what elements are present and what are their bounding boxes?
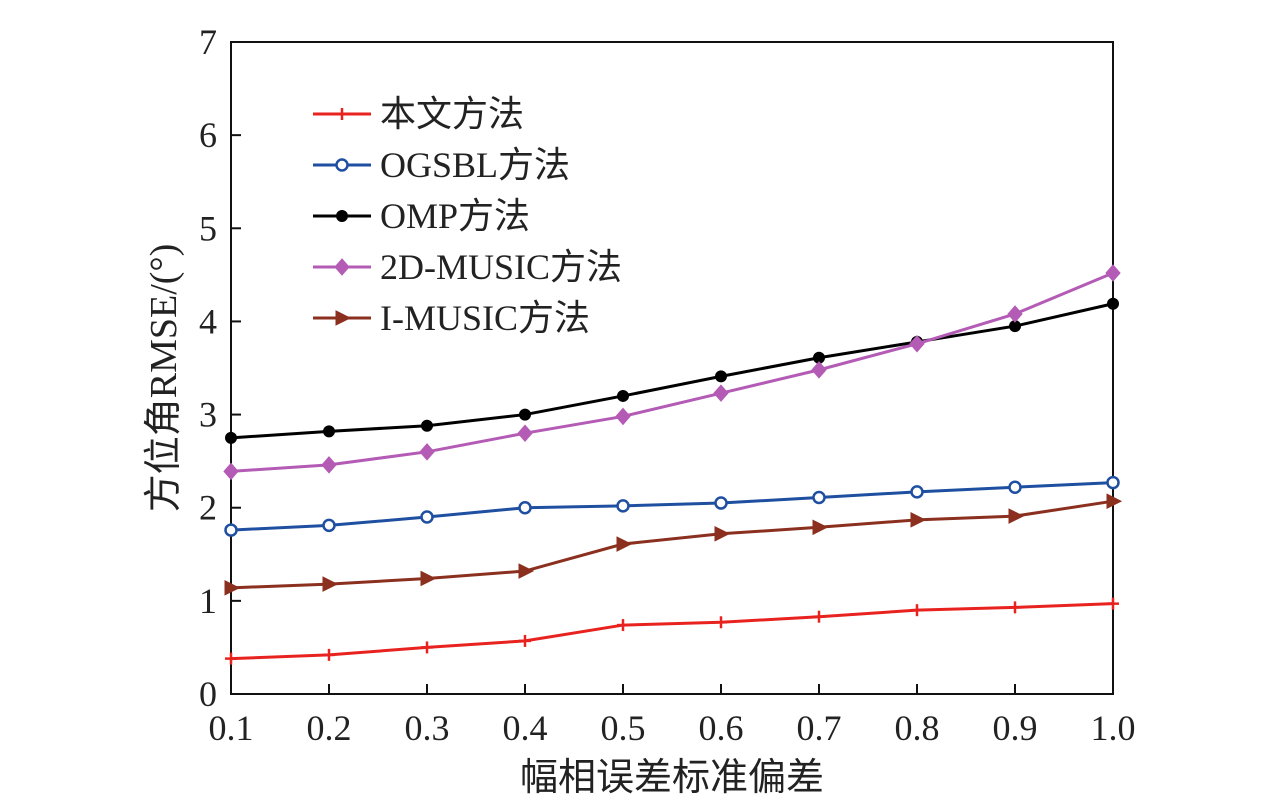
x-tick-label: 0.2 — [307, 708, 352, 748]
legend: 本文方法 OGSBL方法 OMP方法 2D-MUSIC方法 I-MUSIC方法 — [313, 94, 622, 338]
y-tick-label: 1 — [199, 581, 217, 621]
legend-marker — [334, 258, 350, 276]
data-point — [323, 425, 335, 438]
y-tick-label: 5 — [199, 208, 217, 248]
data-point — [616, 536, 633, 552]
data-point — [225, 652, 237, 665]
data-point — [812, 519, 829, 536]
data-point — [1106, 475, 1120, 490]
data-point — [1008, 480, 1022, 494]
data-point — [615, 407, 631, 426]
data-point — [518, 563, 535, 579]
legend-item: OGSBL方法 — [313, 145, 570, 185]
legend-label: 2D-MUSIC方法 — [380, 247, 622, 287]
data-point — [519, 408, 531, 421]
y-tick-label: 4 — [199, 301, 217, 341]
legend-item: 2D-MUSIC方法 — [313, 247, 622, 287]
data-point — [909, 335, 925, 353]
data-point — [1107, 297, 1119, 310]
y-tick-label: 0 — [199, 674, 217, 714]
legend-label: 本文方法 — [380, 94, 524, 134]
x-tick-label: 0.7 — [797, 708, 842, 748]
y-tick-label: 6 — [199, 115, 217, 155]
y-tick-label: 2 — [199, 488, 217, 528]
data-point — [519, 634, 531, 647]
data-point — [323, 648, 335, 661]
data-point — [517, 424, 533, 442]
data-point — [420, 570, 437, 587]
data-point — [616, 499, 630, 513]
data-point — [421, 641, 433, 654]
data-point — [811, 361, 827, 379]
data-point — [813, 610, 825, 623]
data-point — [714, 525, 731, 542]
data-point — [715, 370, 727, 383]
legend-item: I-MUSIC方法 — [313, 298, 590, 338]
data-point — [321, 456, 337, 474]
data-point — [224, 580, 241, 596]
legend-item: OMP方法 — [313, 196, 530, 236]
plot-area: 0 1 2 3 4 5 6 7 0.1 0.2 0.3 0.4 0.5 0.6 0.7 0.8 0.9 1.0 幅相… — [143, 22, 1136, 799]
data-point — [420, 510, 434, 524]
legend-label: OMP方法 — [380, 196, 530, 236]
legend-label: I-MUSIC方法 — [380, 298, 590, 338]
data-point — [911, 604, 923, 617]
data-point — [714, 496, 728, 510]
y-tick-label: 3 — [199, 395, 217, 435]
legend-marker — [335, 310, 352, 326]
data-point — [224, 523, 238, 537]
legend-item: 本文方法 — [313, 94, 524, 134]
data-point — [1106, 493, 1123, 510]
x-axis-label: 幅相误差标准偏差 — [520, 757, 824, 799]
data-point — [322, 576, 339, 592]
data-point — [910, 485, 924, 499]
data-point — [1107, 597, 1119, 610]
series-1 — [224, 475, 1120, 537]
x-tick-label: 0.1 — [209, 708, 254, 748]
data-point — [421, 419, 433, 432]
data-point — [713, 384, 729, 402]
data-point — [812, 490, 826, 505]
x-tick-label: 0.8 — [895, 708, 940, 748]
x-tick-label: 0.9 — [993, 708, 1038, 748]
data-point — [617, 619, 629, 632]
series-0 — [225, 597, 1119, 665]
y-axis-label: 方位角RMSE/(°) — [143, 244, 185, 513]
axes-frame — [230, 41, 1114, 695]
x-tick-label: 0.4 — [503, 708, 548, 748]
data-point — [518, 500, 532, 515]
data-point — [1009, 601, 1021, 614]
legend-marker — [336, 108, 348, 120]
data-point — [223, 462, 239, 481]
legend-label: OGSBL方法 — [380, 145, 570, 185]
data-point — [225, 431, 237, 444]
data-point — [910, 512, 927, 528]
series-3 — [223, 264, 1121, 481]
series-line — [230, 302, 1114, 440]
data-point — [617, 389, 629, 402]
data-point — [419, 443, 435, 461]
data-point — [1008, 508, 1025, 524]
data-point — [322, 518, 336, 533]
data-point — [1007, 305, 1023, 323]
series-4 — [224, 493, 1123, 596]
series-line — [230, 481, 1114, 532]
data-point — [715, 616, 727, 629]
series-2 — [225, 297, 1119, 444]
y-tick-label: 7 — [199, 22, 217, 62]
x-tick-label: 0.6 — [699, 708, 744, 748]
series-line — [230, 499, 1114, 590]
series-line — [230, 602, 1114, 661]
x-tick-label: 1.0 — [1091, 708, 1136, 748]
x-tick-label: 0.3 — [405, 708, 450, 748]
data-point — [1105, 264, 1121, 282]
legend-marker — [336, 210, 348, 222]
series-line — [230, 271, 1114, 473]
x-tick-label: 0.5 — [601, 708, 646, 748]
legend-marker — [335, 158, 349, 172]
